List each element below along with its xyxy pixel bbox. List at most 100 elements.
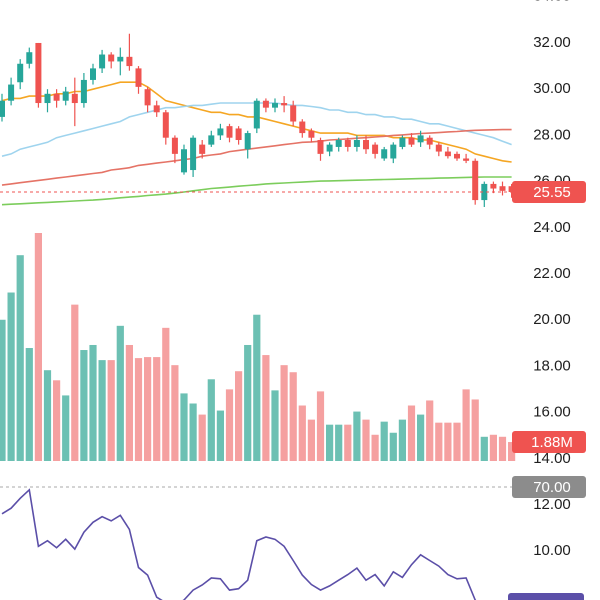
volume-bar <box>417 414 425 461</box>
volume-bar <box>398 419 406 461</box>
volume-bar <box>444 422 452 461</box>
candle-body <box>235 128 242 141</box>
candle-body <box>272 103 278 108</box>
volume-bar <box>289 372 297 461</box>
volume-bar <box>7 292 15 461</box>
candle-body <box>417 135 424 143</box>
volume-bar <box>235 371 243 461</box>
candle-body <box>99 54 106 69</box>
candle-body <box>454 153 460 159</box>
candle-body <box>171 137 178 154</box>
candle-body <box>381 149 388 159</box>
candle-body <box>108 54 115 62</box>
volume-bar <box>453 422 461 461</box>
volume-label: 1.88M <box>531 434 573 451</box>
volume-badge <box>512 431 586 454</box>
candle-body <box>144 89 151 106</box>
candle-body <box>253 100 260 129</box>
candle-body <box>0 100 5 117</box>
candle-body <box>299 121 306 134</box>
volume-bar <box>371 434 379 461</box>
candle-body <box>44 93 51 104</box>
volume-bar <box>307 419 315 461</box>
volume-bar <box>43 370 52 461</box>
candle-body <box>344 140 351 147</box>
volume-bar <box>125 344 133 461</box>
candle-body <box>162 112 169 138</box>
candle-body <box>35 42 42 104</box>
volume-bar <box>80 350 88 461</box>
volume-bar <box>489 434 497 461</box>
volume-bar <box>162 327 170 461</box>
volume-bar <box>216 410 224 461</box>
last-price-badge <box>512 180 586 203</box>
candle-body <box>326 144 333 152</box>
candle-body <box>490 183 497 189</box>
price-plot <box>0 33 515 208</box>
y-tick-label: 34.00 <box>533 0 571 5</box>
candle-body <box>399 137 406 147</box>
rsi-value-badge <box>508 593 584 600</box>
volume-bar <box>98 360 106 461</box>
candle-body <box>499 186 506 191</box>
y-tick-label: 22.00 <box>533 265 571 282</box>
candle-body <box>126 56 133 67</box>
volume-bar <box>389 432 397 461</box>
last-price-label: 25.55 <box>533 184 571 201</box>
volume-bar <box>262 355 270 461</box>
volume-bar <box>171 365 179 461</box>
volume-bar <box>25 348 33 461</box>
moving-average-line <box>1 128 512 186</box>
volume-bar <box>344 424 352 461</box>
volume-bar <box>34 233 42 461</box>
volume-bar <box>362 419 370 461</box>
volume-bar <box>71 304 79 461</box>
candle-body <box>308 130 315 138</box>
volume-bar <box>498 436 507 461</box>
candle-body <box>17 63 24 83</box>
volume-bar <box>280 365 288 461</box>
candle-body <box>26 52 33 64</box>
candle-body <box>408 137 415 145</box>
candle-body <box>262 100 269 108</box>
volume-bar <box>189 403 197 461</box>
rsi-level-label: 70.00 <box>533 479 571 496</box>
candle-body <box>208 135 215 145</box>
candle-body <box>62 91 69 101</box>
volume-bar <box>16 255 24 461</box>
volume-bar <box>426 400 434 461</box>
candle-body <box>80 79 87 104</box>
candle-body <box>481 183 488 201</box>
volume-bar <box>316 391 325 461</box>
volume-bar <box>153 357 161 461</box>
candle-body <box>444 151 451 157</box>
volume-bar <box>144 357 152 461</box>
volume-bar <box>407 405 416 461</box>
candle-body <box>463 158 470 161</box>
volume-bar <box>462 389 470 461</box>
y-tick-label: 12.00 <box>533 496 571 513</box>
volume-bar <box>380 421 388 461</box>
volume-bar <box>326 424 334 461</box>
candle-body <box>217 128 224 136</box>
volume-bar <box>480 436 488 461</box>
candle-body <box>372 144 379 154</box>
volume-bar <box>134 358 143 461</box>
candle-body <box>117 56 124 62</box>
candle-body <box>71 93 78 104</box>
y-tick-label: 18.00 <box>533 357 571 374</box>
rsi-plot <box>1 488 477 600</box>
y-tick-label: 10.00 <box>533 542 571 559</box>
volume-bar <box>207 379 215 461</box>
y-tick-label: 14.00 <box>533 450 571 467</box>
volume-bar <box>0 319 6 461</box>
rsi-line <box>1 488 477 600</box>
candle-body <box>363 140 369 150</box>
volume-bar <box>508 442 516 461</box>
candle-body <box>390 144 397 159</box>
volume-bar <box>107 360 115 461</box>
candle-body <box>472 160 479 201</box>
candle-body <box>290 105 297 122</box>
volume-bar <box>244 344 252 461</box>
